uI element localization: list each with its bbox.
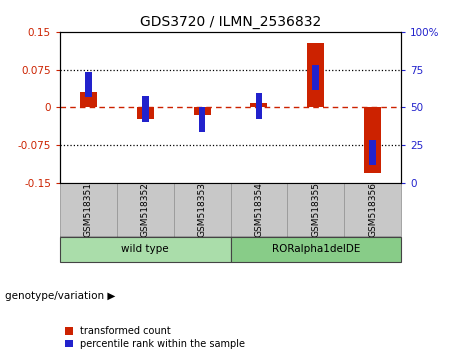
Text: RORalpha1delDE: RORalpha1delDE — [272, 244, 360, 255]
Bar — [60, 237, 230, 262]
Bar — [287, 183, 344, 237]
Bar — [85, 72, 92, 97]
Text: GSM518352: GSM518352 — [141, 182, 150, 237]
Bar — [80, 92, 97, 108]
Bar — [250, 103, 267, 108]
Bar — [194, 108, 211, 115]
Bar — [364, 108, 381, 173]
Text: wild type: wild type — [121, 244, 169, 255]
Text: genotype/variation ▶: genotype/variation ▶ — [5, 291, 115, 301]
Text: GSM518351: GSM518351 — [84, 182, 93, 238]
Bar — [344, 183, 401, 237]
Bar — [255, 93, 262, 119]
Bar — [199, 107, 206, 132]
Bar — [117, 183, 174, 237]
Bar — [136, 108, 154, 119]
Text: GSM518354: GSM518354 — [254, 182, 263, 237]
Title: GDS3720 / ILMN_2536832: GDS3720 / ILMN_2536832 — [140, 16, 321, 29]
Bar — [174, 183, 230, 237]
Bar — [369, 140, 376, 165]
Text: GSM518353: GSM518353 — [198, 182, 207, 238]
Bar — [60, 183, 117, 237]
Text: GSM518356: GSM518356 — [368, 182, 377, 238]
Bar — [313, 65, 319, 90]
Bar — [142, 96, 148, 121]
Bar — [230, 183, 287, 237]
Legend: transformed count, percentile rank within the sample: transformed count, percentile rank withi… — [65, 326, 245, 349]
Bar — [307, 44, 324, 108]
Bar — [230, 237, 401, 262]
Text: GSM518355: GSM518355 — [311, 182, 320, 238]
